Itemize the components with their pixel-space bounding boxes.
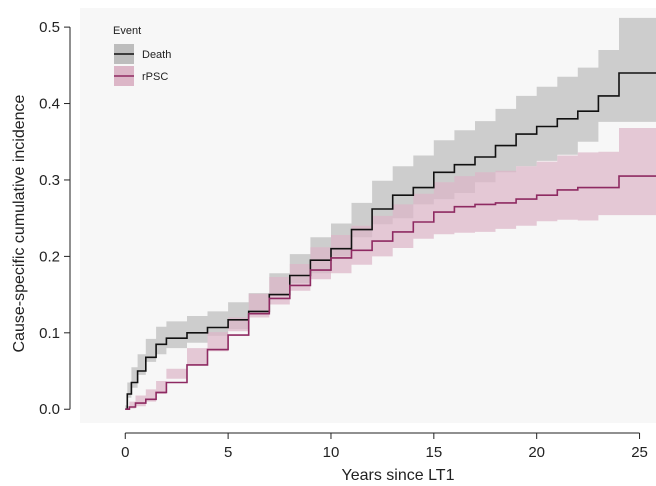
legend: Event Death rPSC	[113, 25, 171, 86]
line-rpsc	[125, 175, 656, 410]
y-axis: 0.0 0.1 0.2 0.3 0.4 0.5	[39, 19, 71, 418]
x-axis-title: Years since LT1	[342, 467, 455, 484]
legend-title: Event	[113, 25, 141, 37]
x-tick-label: 15	[425, 444, 442, 461]
x-axis: 0 5 10 15 20 25	[121, 432, 648, 461]
series-lines	[125, 72, 656, 410]
y-tick-label: 0.5	[39, 19, 60, 36]
line-death	[125, 72, 656, 410]
x-tick-label: 5	[224, 444, 232, 461]
y-tick-label: 0.1	[39, 325, 60, 342]
x-tick-label: 20	[528, 444, 545, 461]
x-tick-label: 0	[121, 444, 129, 461]
y-tick-label: 0.0	[39, 401, 60, 418]
y-axis-title: Cause-specific cumulative incidence	[11, 94, 28, 352]
legend-label-rpsc: rPSC	[142, 71, 168, 83]
legend-label-death: Death	[142, 49, 171, 61]
x-tick-label: 25	[631, 444, 648, 461]
y-tick-label: 0.4	[39, 96, 60, 113]
y-tick-label: 0.2	[39, 248, 60, 265]
x-tick-label: 10	[323, 444, 340, 461]
y-tick-label: 0.3	[39, 172, 60, 189]
